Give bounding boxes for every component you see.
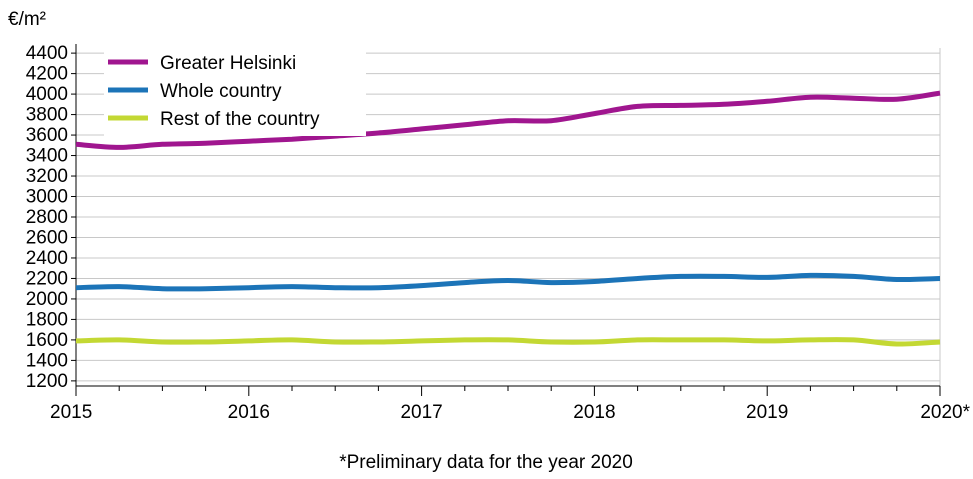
legend: Greater Helsinki Whole country Rest of the…	[104, 46, 366, 136]
y-tick-label: 3400	[26, 146, 68, 167]
x-tick-label: 2017	[400, 402, 442, 423]
series-line-rest-of-the-country	[75, 337, 941, 347]
legend-label-whole-country: Whole country	[160, 81, 282, 102]
x-tick-label: 2016	[228, 402, 270, 423]
y-tick-label: 4000	[26, 84, 68, 105]
y-tick-labels: 1200140016001800200022002400260028003000…	[26, 43, 68, 392]
y-tick-label: 2000	[26, 289, 68, 310]
y-axis-unit-label: €/m²	[8, 9, 46, 30]
footnote: *Preliminary data for the year 2020	[339, 452, 633, 473]
y-tick-label: 3200	[26, 166, 68, 187]
y-tick-label: 1400	[26, 350, 68, 371]
y-tick-label: 2800	[26, 207, 68, 228]
y-tick-label: 4200	[26, 64, 68, 85]
y-tick-label: 3800	[26, 105, 68, 126]
y-tick-label: 4400	[26, 43, 68, 64]
x-tick-label: 2018	[573, 402, 615, 423]
y-tick-label: 2600	[26, 227, 68, 248]
x-tick-label: 2020*	[920, 402, 970, 423]
gridlines	[76, 48, 941, 386]
y-tick-label: 2200	[26, 268, 68, 289]
y-tick-label: 3000	[26, 187, 68, 208]
series-line-greater-helsinki	[75, 90, 941, 150]
y-tick-label: 1600	[26, 330, 68, 351]
y-tick-label: 1800	[26, 309, 68, 330]
x-tick-label: 2015	[50, 402, 92, 423]
x-tick-label: 2019	[746, 402, 788, 423]
series-lines	[75, 90, 941, 347]
x-tick-labels: 2015 2016 2017 2018 2019 2020*	[50, 402, 971, 423]
series-line-whole-country	[75, 272, 941, 292]
legend-label-rest-of-the-country: Rest of the country	[160, 109, 320, 130]
y-tick-label: 2400	[26, 248, 68, 269]
axes	[71, 44, 941, 396]
legend-label-greater-helsinki: Greater Helsinki	[160, 53, 296, 74]
y-tick-label: 3600	[26, 125, 68, 146]
y-tick-label: 1200	[26, 371, 68, 392]
